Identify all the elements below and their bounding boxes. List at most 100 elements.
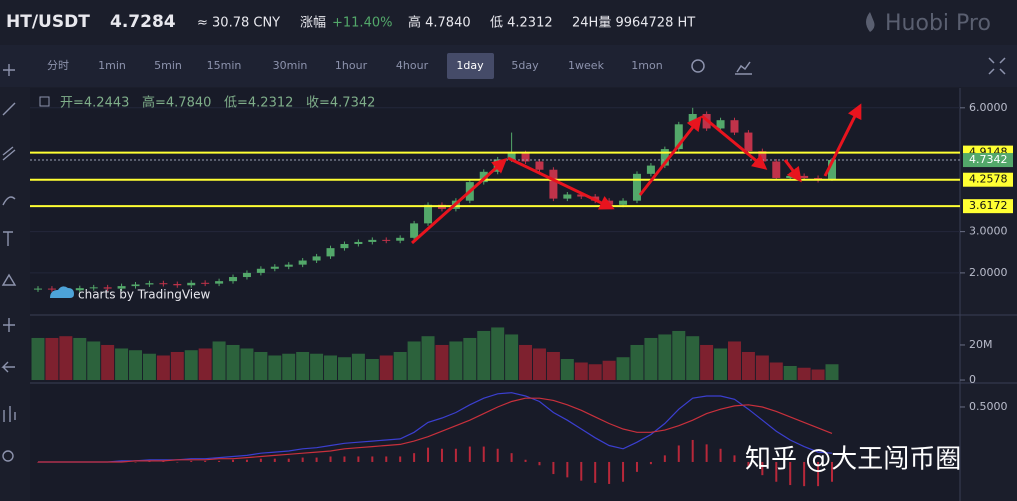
fullscreen-icon[interactable] — [988, 57, 1006, 75]
macd-histogram — [204, 460, 207, 462]
macd-histogram — [635, 461, 638, 472]
interval[interactable]: 1day — [456, 59, 484, 72]
macd-histogram — [385, 456, 388, 462]
interval[interactable]: 4hour — [396, 59, 429, 72]
volume-bar — [602, 360, 616, 381]
ohlc-value: 高=4.7840 — [142, 95, 211, 111]
macd-histogram — [343, 456, 346, 462]
macd-dea-line — [38, 397, 833, 463]
volume-bar — [282, 353, 296, 381]
macd-histogram — [789, 461, 792, 486]
macd-histogram — [705, 444, 708, 462]
legend-toggle[interactable] — [39, 96, 50, 107]
macd-histogram — [413, 453, 416, 462]
candle-body — [646, 165, 655, 174]
volume-bar — [644, 337, 658, 381]
volume-bar — [519, 344, 533, 381]
magnet-tool[interactable] — [3, 406, 16, 422]
y-tick-label: 20M — [969, 338, 993, 351]
volume-bar — [212, 341, 226, 381]
logo: Huobi Pro — [885, 11, 991, 36]
macd-histogram — [649, 461, 652, 465]
line-tool[interactable] — [2, 102, 16, 116]
trend-arrows — [411, 103, 862, 245]
candle-body — [396, 237, 405, 241]
candle-body — [744, 132, 753, 152]
macd-histogram — [371, 456, 374, 462]
volume-bar — [407, 341, 421, 381]
macd-histogram — [301, 457, 304, 462]
macd-histogram — [357, 456, 360, 462]
settings-icon[interactable] — [691, 59, 705, 73]
pair: HT/USDT — [6, 12, 90, 32]
macd-histogram — [190, 460, 193, 462]
volume-bar — [421, 336, 435, 381]
volume-bar — [811, 369, 825, 381]
crosshair-tool[interactable] — [3, 64, 15, 76]
interval[interactable]: 5day — [511, 59, 539, 72]
price-label: 3.6172 — [969, 199, 1008, 212]
volume-bar — [87, 341, 101, 381]
high: 高 4.7840 — [408, 15, 471, 31]
macd-histogram — [580, 461, 583, 481]
volume-bar — [574, 362, 588, 381]
interval[interactable]: 1min — [98, 59, 126, 72]
zoom-tool[interactable] — [2, 450, 14, 462]
candle-body — [34, 288, 42, 290]
measure-tool[interactable] — [3, 318, 15, 332]
candle-body — [131, 284, 140, 287]
back-tool[interactable] — [1, 361, 15, 373]
macd-histogram — [273, 458, 276, 462]
candle-body — [716, 120, 725, 129]
macd-histogram — [315, 457, 318, 462]
interval[interactable]: 1hour — [335, 59, 368, 72]
volume-bar — [198, 348, 212, 381]
curve-tool[interactable] — [2, 196, 16, 206]
volume-bar — [505, 334, 519, 381]
volume-bar — [449, 341, 463, 381]
pattern-tool[interactable] — [1, 273, 17, 286]
candle-body — [354, 241, 363, 245]
macd-histogram — [747, 461, 750, 467]
channel-tool[interactable] — [2, 146, 16, 161]
volume-bar — [379, 355, 393, 381]
price-label: 4.7342 — [969, 153, 1008, 166]
macd-histogram — [218, 460, 221, 462]
macd-histogram — [510, 453, 513, 462]
macd-histogram — [566, 461, 569, 478]
drawing-tools — [1, 64, 17, 462]
candle-body — [368, 239, 377, 242]
toolbar — [0, 45, 1017, 87]
candle-body — [424, 204, 433, 224]
candle-body — [410, 223, 419, 238]
volume-bar — [268, 355, 282, 381]
interval[interactable]: 1week — [568, 59, 605, 72]
interval[interactable]: 15min — [207, 59, 242, 72]
credit[interactable]: charts by TradingView — [78, 288, 210, 302]
cny: ≈ 30.78 CNY — [197, 16, 280, 31]
volume-bar — [797, 367, 811, 381]
low: 低 4.2312 — [490, 16, 553, 31]
volume-bar — [700, 344, 714, 381]
macd-histogram — [691, 439, 694, 462]
text-tool[interactable] — [3, 231, 13, 246]
volume-bar — [491, 327, 505, 381]
candle-body — [89, 287, 98, 289]
candle-body — [479, 171, 488, 183]
volume-bar — [45, 337, 59, 381]
interval[interactable]: 30min — [273, 59, 308, 72]
interval[interactable]: 分时 — [47, 59, 69, 72]
interval[interactable]: 5min — [154, 59, 182, 72]
macd-histogram — [329, 456, 332, 462]
indicator-icon[interactable] — [735, 61, 752, 75]
interval[interactable]: 1mon — [631, 59, 662, 72]
volume-bar — [463, 337, 477, 381]
macd-histogram — [232, 459, 235, 462]
macd-histogram — [775, 461, 778, 482]
change: +11.40% — [332, 16, 392, 31]
macd-histogram — [454, 448, 457, 462]
candle-body — [549, 169, 558, 199]
macd-histogram — [663, 455, 666, 462]
